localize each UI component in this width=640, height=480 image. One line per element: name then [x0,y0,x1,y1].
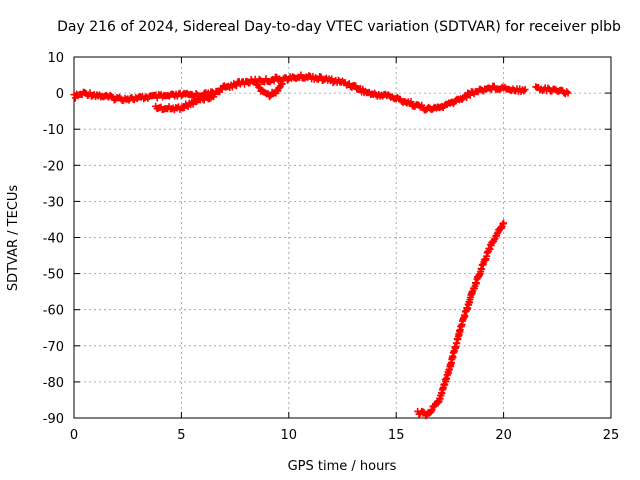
data-point [206,95,214,103]
data-point [434,399,442,407]
x-tick-label: 25 [603,428,620,443]
series-3 [532,83,572,98]
data-point [521,85,529,93]
y-tick-label: -40 [43,232,64,247]
series-4 [414,219,508,420]
data-point [563,88,571,96]
y-tick-label: -80 [43,376,64,391]
data-point [500,219,508,227]
grid [74,57,611,418]
x-tick-label: 10 [281,428,298,443]
y-axis-label: SDTVAR / TECUs [6,185,21,292]
data-point [208,91,216,99]
axis-ticks: 0 5 10 15 20 25 10 0 -10 -20 -30 -40 -50 -60 -70 -80 -90 [43,51,620,443]
series-2 [253,80,286,101]
series-0 [70,71,529,114]
x-tick-label: 20 [495,428,512,443]
data-point [278,80,286,88]
x-axis-label: GPS time / hours [288,459,397,474]
data-point [564,89,572,97]
y-tick-label: 10 [47,51,64,66]
y-tick-label: -70 [43,340,64,355]
x-tick-label: 15 [388,428,405,443]
data-point [210,93,218,101]
x-tick-label: 5 [177,428,185,443]
y-tick-label: -50 [43,268,64,283]
y-tick-label: -20 [43,159,64,174]
data-point [463,93,471,101]
y-tick-label: -90 [43,412,64,427]
data-point [270,77,278,85]
data-point [265,93,273,101]
y-tick-label: -60 [43,304,64,319]
data-point [407,98,415,106]
series-1 [152,91,218,114]
data-point [108,92,116,100]
chart-title: Day 216 of 2024, Sidereal Day-to-day VTE… [57,19,621,35]
data-points [70,71,572,420]
data-point [283,76,291,84]
y-tick-label: -10 [43,123,64,138]
y-tick-label: -30 [43,195,64,210]
x-tick-label: 0 [70,428,78,443]
plot-frame [73,56,612,419]
y-tick-label: 0 [56,87,64,102]
data-point [232,82,240,90]
